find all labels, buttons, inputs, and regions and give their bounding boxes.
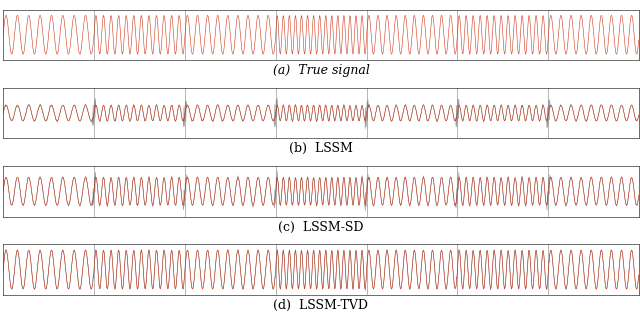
X-axis label: (b)  LSSM: (b) LSSM <box>289 142 353 155</box>
X-axis label: (c)  LSSM-SD: (c) LSSM-SD <box>278 221 364 234</box>
X-axis label: (a)  True signal: (a) True signal <box>273 64 369 77</box>
X-axis label: (d)  LSSM-TVD: (d) LSSM-TVD <box>273 299 369 312</box>
